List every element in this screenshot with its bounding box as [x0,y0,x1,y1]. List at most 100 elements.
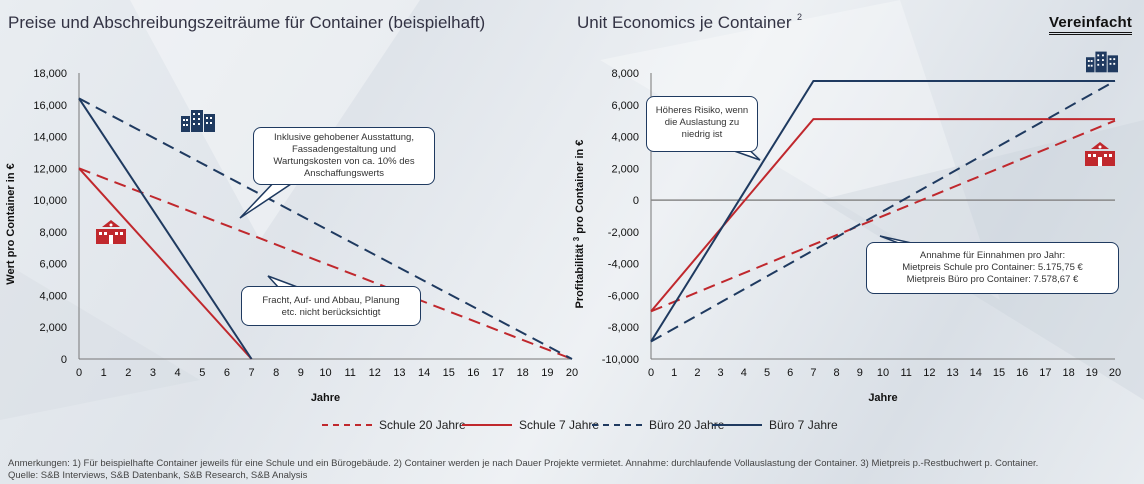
x-tick-label: 15 [443,367,455,379]
x-axis-label: Jahre [311,392,340,404]
callout-line: niedrig ist [681,129,723,140]
x-axis-label: Jahre [868,392,897,404]
callout-annahme: Annahme für Einnahmen pro Jahr: Mietprei… [866,242,1119,294]
series-line-b-ro-20-jahre [78,97,573,360]
x-tick-label: 10 [319,367,331,379]
x-tick-label: 8 [834,367,840,379]
series-line-schule-7-jahre [78,167,253,360]
callout-fracht: Fracht, Auf- und Abbau, Planung etc. nic… [241,286,421,326]
office-building-icon [1086,51,1118,73]
x-tick-label: 7 [810,367,816,379]
y-tick-label: 2,000 [39,322,67,334]
legend-swatch [462,424,512,426]
y-tick-label: 8,000 [611,68,639,80]
legend-item-schule-20: Schule 20 Jahre [322,418,466,432]
x-tick-label: 16 [467,367,479,379]
series-line-b-ro-7-jahre [650,79,1115,343]
series-line-schule-20-jahre [650,119,1116,313]
series-line-b-ro-20-jahre [650,80,1116,343]
office-building-icon [181,110,215,132]
legend-item-buero-20: Büro 20 Jahre [592,418,724,432]
x-tick-label: 2 [694,367,700,379]
school-building-icon [1085,142,1115,166]
legend-swatch [712,424,762,426]
callout-line: Fracht, Auf- und Abbau, Planung [262,295,400,306]
y-tick-label: 10,000 [33,195,67,207]
y-tick-label: 6,000 [611,100,639,112]
callout-ausstattung: Inklusive gehobener Ausstattung, Fassade… [253,127,435,185]
x-tick-label: 13 [946,367,958,379]
chart-title-left: Preise und Abschreibungszeiträume für Co… [8,13,486,32]
callout-risiko: Höheres Risiko, wenn die Auslastung zu n… [646,96,758,152]
legend-swatch [592,424,642,426]
x-tick-label: 20 [566,367,578,379]
x-tick-label: 18 [1062,367,1074,379]
y-axis-label: Wert pro Container in € [5,163,17,284]
legend-label: Schule 7 Jahre [519,418,600,432]
legend-label: Büro 7 Jahre [769,418,838,432]
series-line-schule-20-jahre [78,167,573,360]
school-building-icon [96,220,126,244]
legend-item-schule-7: Schule 7 Jahre [462,418,599,432]
y-tick-label: 4,000 [611,132,639,144]
footnote-sources: Quelle: S&B Interviews, S&B Datenbank, S… [8,470,308,481]
callout-line: Mietpreis Schule pro Container: 5.175,75… [902,262,1083,273]
y-tick-label: 0 [633,195,639,207]
y-tick-label: -2,000 [608,227,639,239]
y-tick-label: 4,000 [39,290,67,302]
x-tick-label: 11 [344,367,355,379]
x-tick-label: 5 [764,367,770,379]
legend-label: Schule 20 Jahre [379,418,466,432]
x-tick-label: 5 [199,367,205,379]
x-tick-label: 17 [1039,367,1051,379]
y-tick-label: 14,000 [33,132,67,144]
y-tick-label: 6,000 [39,259,67,271]
x-tick-label: 14 [970,367,982,379]
callout-line: Inklusive gehobener Ausstattung, [274,132,414,143]
y-tick-label: -10,000 [602,354,639,366]
legend-swatch [322,424,372,426]
x-tick-label: 0 [648,367,654,379]
x-tick-label: 0 [76,367,82,379]
x-tick-label: 6 [224,367,230,379]
callout-line: Anschaffungswerts [303,168,385,179]
x-tick-label: 12 [369,367,381,379]
x-tick-label: 18 [517,367,529,379]
callout-line: Wartungskosten von ca. 10% des [273,156,415,167]
x-tick-label: 3 [150,367,156,379]
x-tick-label: 3 [718,367,724,379]
x-tick-label: 13 [393,367,405,379]
x-tick-label: 14 [418,367,430,379]
y-tick-label: 8,000 [39,227,67,239]
x-tick-label: 19 [541,367,553,379]
x-tick-label: 6 [787,367,793,379]
x-tick-label: 9 [298,367,304,379]
callout-line: Fassadengestaltung und [291,144,397,155]
callout-line: Annahme für Einnahmen pro Jahr: [919,250,1066,261]
x-tick-label: 19 [1086,367,1098,379]
x-tick-label: 15 [993,367,1005,379]
legend-item-buero-7: Büro 7 Jahre [712,418,838,432]
y-tick-label: 12,000 [33,163,67,175]
series-line-b-ro-7-jahre [78,97,253,360]
footnote-remarks: Anmerkungen: 1) Für beispielhafte Contai… [8,458,1039,469]
x-tick-label: 4 [741,367,747,379]
y-tick-label: 16,000 [33,100,67,112]
series-line-schule-7-jahre [650,118,1115,312]
x-tick-label: 8 [273,367,279,379]
x-tick-label: 2 [125,367,131,379]
y-tick-label: -6,000 [608,290,639,302]
callout-line: Mietpreis Büro pro Container: 7.578,67 € [906,274,1079,285]
callout-line: etc. nicht berücksichtigt [281,307,381,318]
x-tick-label: 4 [175,367,181,379]
x-tick-label: 16 [1016,367,1028,379]
x-tick-label: 17 [492,367,504,379]
x-tick-label: 11 [900,367,911,379]
legend-label: Büro 20 Jahre [649,418,725,432]
x-tick-label: 12 [923,367,935,379]
title-footnote-marker: 2 [797,12,803,22]
brand-logo[interactable]: Vereinfacht [1049,14,1133,35]
y-tick-label: 2,000 [611,163,639,175]
y-axis-label: Profitabilität 3 pro Container in € [572,140,587,309]
